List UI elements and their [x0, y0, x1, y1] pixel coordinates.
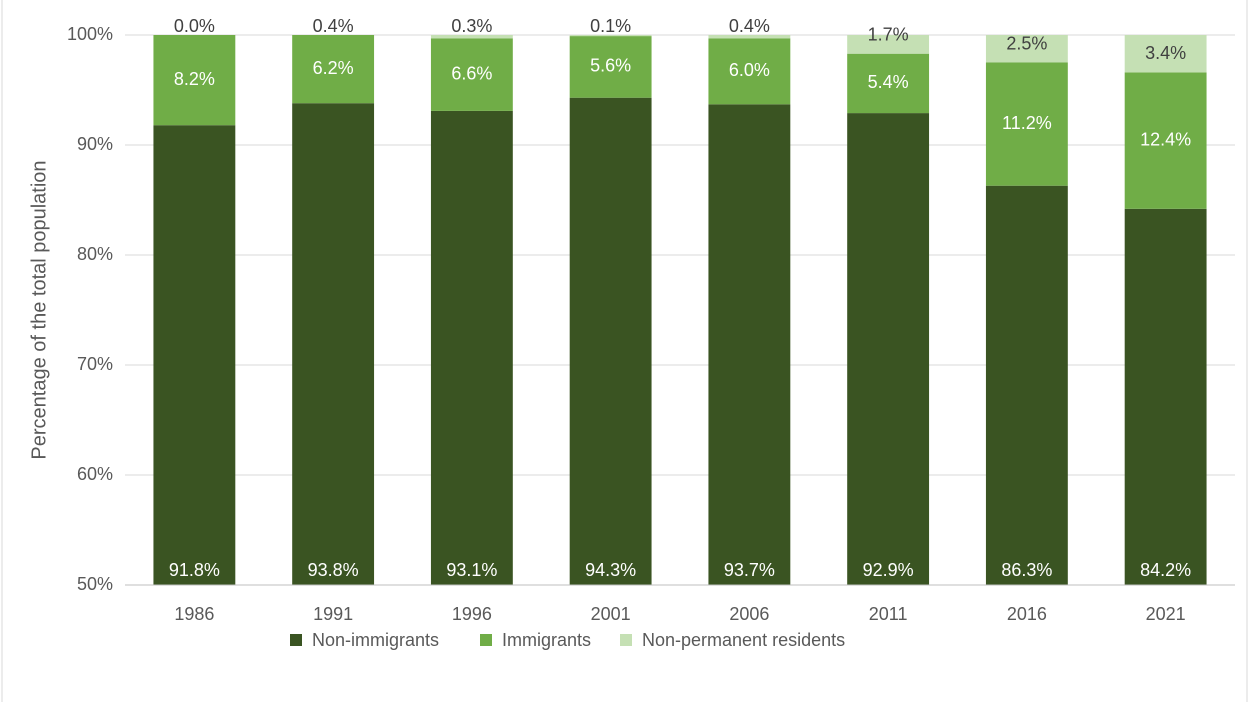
value-label: 6.2%: [313, 58, 354, 78]
y-axis-label: Percentage of the total population: [28, 160, 50, 459]
value-label: 8.2%: [174, 69, 215, 89]
bar-segment: [1124, 72, 1207, 209]
bar-segment: [1124, 208, 1207, 586]
x-tick-label: 2001: [591, 604, 631, 624]
y-tick-label: 80%: [77, 244, 113, 264]
value-label: 0.4%: [729, 16, 770, 36]
x-tick-label: 2016: [1007, 604, 1047, 624]
value-label: 93.7%: [724, 560, 775, 580]
legend-swatch: [480, 634, 492, 646]
y-tick-label: 60%: [77, 464, 113, 484]
value-label: 0.0%: [174, 16, 215, 36]
x-tick-label: 1991: [313, 604, 353, 624]
bar-segment: [1124, 35, 1207, 73]
bar-segment: [430, 35, 513, 39]
x-tick-label: 1986: [174, 604, 214, 624]
value-label: 0.1%: [590, 16, 631, 36]
value-label: 11.2%: [1002, 113, 1052, 133]
bar-segment: [708, 38, 791, 105]
x-tick-label: 2021: [1146, 604, 1186, 624]
legend-label: Non-immigrants: [312, 630, 439, 650]
value-label: 93.1%: [446, 560, 497, 580]
value-label: 3.4%: [1145, 43, 1186, 63]
value-label: 1.7%: [868, 24, 909, 44]
bar-segment: [847, 113, 930, 585]
value-label: 6.0%: [729, 60, 770, 80]
x-tick-label: 2006: [729, 604, 769, 624]
bar-segment: [292, 103, 375, 585]
value-label: 0.3%: [451, 16, 492, 36]
bar-segment: [985, 62, 1068, 186]
bar-segment: [569, 97, 652, 585]
legend-swatch: [290, 634, 302, 646]
value-label: 5.6%: [590, 56, 631, 76]
bar-segment: [430, 38, 513, 111]
value-label: 0.4%: [313, 16, 354, 36]
bar-segment: [153, 35, 236, 126]
value-label: 12.4%: [1140, 129, 1191, 149]
legend-swatch: [620, 634, 632, 646]
bar-segment: [847, 35, 930, 54]
bar-segment: [430, 110, 513, 586]
legend-label: Immigrants: [502, 630, 591, 650]
bar-segment: [708, 35, 791, 39]
bar-segment: [153, 125, 236, 585]
value-label: 86.3%: [1001, 560, 1052, 580]
bar-segment: [292, 35, 375, 104]
x-tick-label: 1996: [452, 604, 492, 624]
value-label: 5.4%: [868, 72, 909, 92]
y-tick-label: 50%: [77, 574, 113, 594]
value-label: 84.2%: [1140, 560, 1191, 580]
value-label: 92.9%: [863, 560, 914, 580]
value-label: 2.5%: [1006, 33, 1047, 53]
bar-segment: [569, 36, 652, 98]
bar-segment: [708, 104, 791, 586]
bar-segment: [569, 35, 652, 37]
y-tick-label: 100%: [67, 24, 113, 44]
bar-segment: [847, 53, 930, 114]
y-tick-label: 90%: [77, 134, 113, 154]
y-tick-label: 70%: [77, 354, 113, 374]
value-label: 93.8%: [308, 560, 359, 580]
x-tick-label: 2011: [869, 604, 908, 624]
legend-label: Non-permanent residents: [642, 630, 845, 650]
value-label: 6.6%: [451, 63, 492, 83]
value-label: 94.3%: [585, 560, 636, 580]
bar-segment: [985, 35, 1068, 63]
value-label: 91.8%: [169, 560, 220, 580]
bar-segment: [985, 185, 1068, 585]
